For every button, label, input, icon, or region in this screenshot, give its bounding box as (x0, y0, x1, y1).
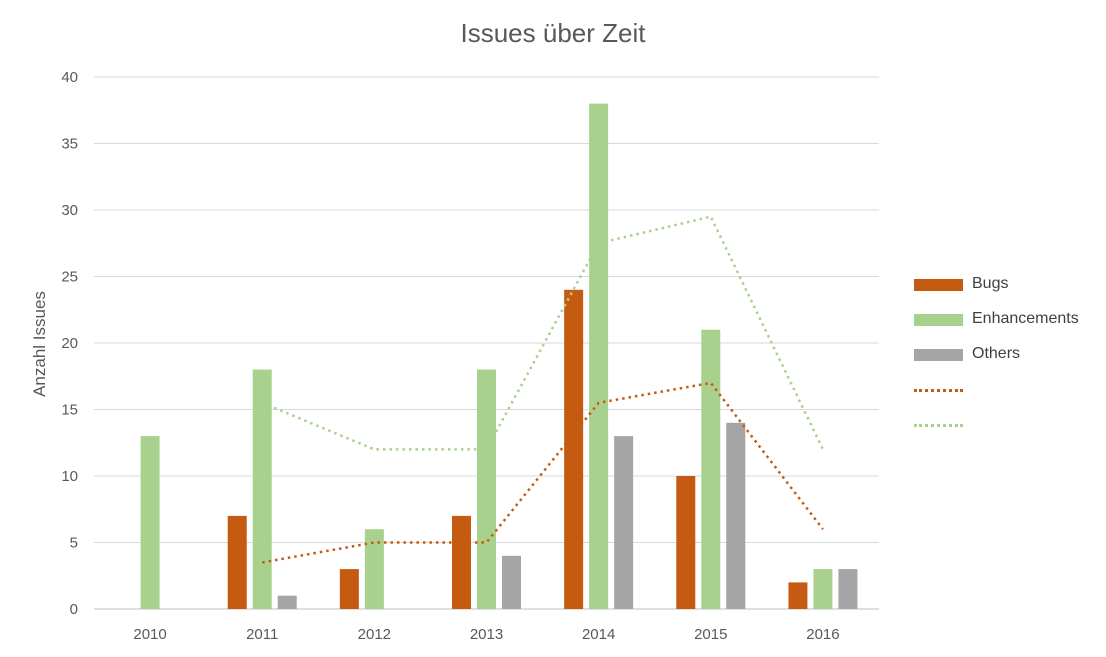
bar-others-2013 (502, 555, 521, 609)
bar-enhancements-2016 (813, 569, 833, 609)
y-tick-label: 25 (61, 269, 78, 286)
x-tick-label: 2016 (806, 626, 839, 643)
legend-line-trend-bugs (914, 389, 963, 392)
bar-enhancements-2010 (140, 436, 160, 609)
y-tick-label: 35 (61, 136, 78, 153)
legend-label-enhancements: Enhancements (972, 310, 1079, 327)
bar-others-2011 (277, 595, 297, 609)
y-tick-label: 0 (70, 601, 78, 618)
legend-swatch-others (914, 349, 963, 361)
bar-enhancements-2013 (477, 369, 496, 609)
bar-bugs-2016 (788, 582, 808, 609)
x-tick-label: 2013 (470, 626, 503, 643)
x-tick-label: 2014 (582, 626, 615, 643)
y-tick-label: 10 (61, 468, 78, 485)
legend-swatch-bugs (914, 279, 963, 291)
bar-bugs-2012 (339, 569, 359, 609)
x-tick-label: 2015 (694, 626, 727, 643)
bar-bugs-2015 (676, 476, 696, 609)
legend-label-others: Others (972, 345, 1021, 362)
x-tick-label: 2012 (358, 626, 391, 643)
y-tick-label: 20 (61, 335, 78, 352)
legend-line-trend-enhancements (914, 424, 963, 427)
bar-bugs-2013 (452, 515, 471, 609)
bar-bugs-2014 (564, 289, 584, 609)
bar-bugs-2011 (227, 515, 247, 609)
legend-swatch-enhancements (914, 314, 963, 326)
bars-group (140, 103, 858, 609)
y-tick-label: 30 (61, 202, 78, 219)
bar-others-2015 (726, 422, 746, 609)
x-tick-label: 2011 (246, 626, 278, 643)
y-tick-labels: 0 5 10 15 20 25 30 35 40 (61, 69, 78, 618)
bar-enhancements-2011 (252, 369, 272, 609)
y-tick-label: 5 (70, 535, 78, 552)
legend-label-bugs: Bugs (972, 275, 1009, 292)
y-tick-label: 15 (61, 402, 78, 419)
bar-others-2014 (614, 436, 634, 609)
x-tick-label: 2010 (133, 626, 166, 643)
bar-enhancements-2015 (701, 329, 721, 609)
bar-enhancements-2014 (589, 103, 609, 609)
y-tick-label: 40 (61, 69, 78, 86)
bar-enhancements-2012 (364, 529, 384, 609)
x-tick-labels: 2010 2011 2012 2013 2014 2015 2016 (133, 626, 839, 643)
chart-title: Issues über Zeit (460, 18, 646, 48)
bar-others-2016 (838, 569, 858, 609)
trendline-2 (261, 215, 825, 451)
